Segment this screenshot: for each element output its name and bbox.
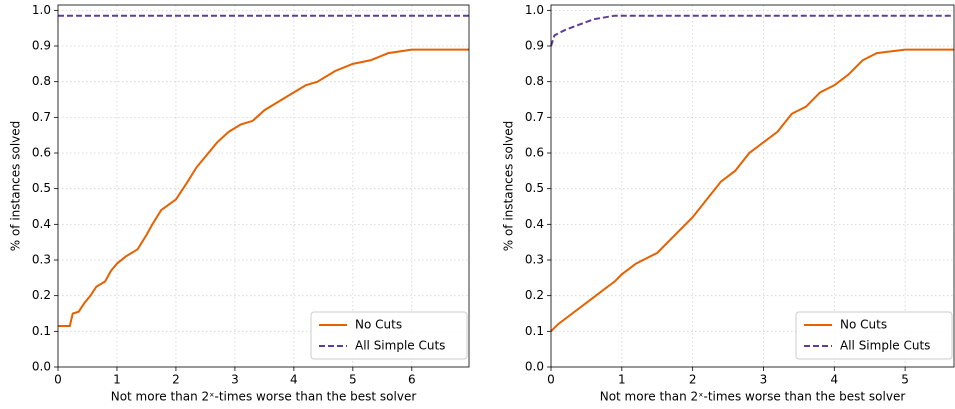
- x-tick-label: 4: [830, 373, 838, 387]
- x-tick-label: 2: [172, 373, 180, 387]
- legend-box: [310, 311, 468, 360]
- y-tick-label: 0.2: [32, 288, 51, 302]
- y-axis-label: % of instances solved: [502, 121, 516, 252]
- x-tick-label: 2: [689, 373, 697, 387]
- legend: No Cuts All Simple Cuts: [310, 311, 468, 360]
- legend-label: All Simple Cuts: [840, 339, 930, 353]
- y-tick-label: 0.6: [32, 146, 51, 160]
- y-tick-label: 0.0: [32, 360, 51, 374]
- y-tick-label: 0.9: [525, 39, 544, 53]
- x-tick-label: 3: [760, 373, 768, 387]
- plot-frame: [57, 4, 470, 368]
- y-tick-label: 0.8: [525, 74, 544, 88]
- series-line: [550, 14, 954, 47]
- axes: 0.0 0.1 0.2 0.3 0.4 0.5 0.6 0.7 0.8 0.9 1.0 0 1 2 3 4 5 6…: [9, 3, 470, 404]
- y-tick-label: 0.5: [525, 181, 544, 195]
- y-tick-label: 0.4: [525, 217, 544, 231]
- axes: 0.0 0.1 0.2 0.3 0.4 0.5 0.6 0.7 0.8 0.9 1.0 0 1 2 3 4 5 N…: [502, 3, 955, 404]
- y-tick-label: 0.8: [32, 74, 51, 88]
- y-tick-label: 1.0: [32, 3, 51, 17]
- y-tick-label: 0.7: [32, 110, 51, 124]
- x-tick-label: 0: [54, 373, 62, 387]
- y-tick-label: 0.7: [525, 110, 544, 124]
- y-tick-label: 0.2: [525, 288, 544, 302]
- x-tick-label: 5: [901, 373, 909, 387]
- y-tick-label: 0.5: [32, 181, 51, 195]
- y-tick-label: 1.0: [525, 3, 544, 17]
- x-tick-label: 1: [618, 373, 626, 387]
- y-tick-label: 0.1: [32, 324, 51, 338]
- y-tick-label: 0.3: [525, 253, 544, 267]
- x-tick-label: 4: [290, 373, 298, 387]
- x-axis-label: Not more than 2ˣ-times worse than the be…: [600, 390, 906, 404]
- y-tick-label: 0.9: [32, 39, 51, 53]
- series-line: [58, 48, 469, 327]
- y-tick-label: 0.3: [32, 253, 51, 267]
- plot-frame: [550, 4, 955, 368]
- series-line: [550, 48, 954, 333]
- y-tick-label: 0.6: [525, 146, 544, 160]
- x-tick-label: 1: [113, 373, 121, 387]
- x-tick-label: 0: [547, 373, 555, 387]
- x-tick-label: 5: [349, 373, 357, 387]
- y-tick-label: 0.1: [525, 324, 544, 338]
- x-axis-label: Not more than 2ˣ-times worse than the be…: [111, 390, 417, 404]
- y-tick-label: 0.4: [32, 217, 51, 231]
- legend: No Cuts All Simple Cuts: [795, 311, 953, 360]
- legend-label: No Cuts: [840, 318, 887, 332]
- x-tick-label: 3: [231, 373, 239, 387]
- legend-box: [795, 311, 953, 360]
- y-tick-label: 0.0: [525, 360, 544, 374]
- legend-label: All Simple Cuts: [355, 339, 445, 353]
- x-tick-label: 6: [408, 373, 416, 387]
- y-axis-label: % of instances solved: [9, 121, 23, 252]
- legend-label: No Cuts: [355, 318, 402, 332]
